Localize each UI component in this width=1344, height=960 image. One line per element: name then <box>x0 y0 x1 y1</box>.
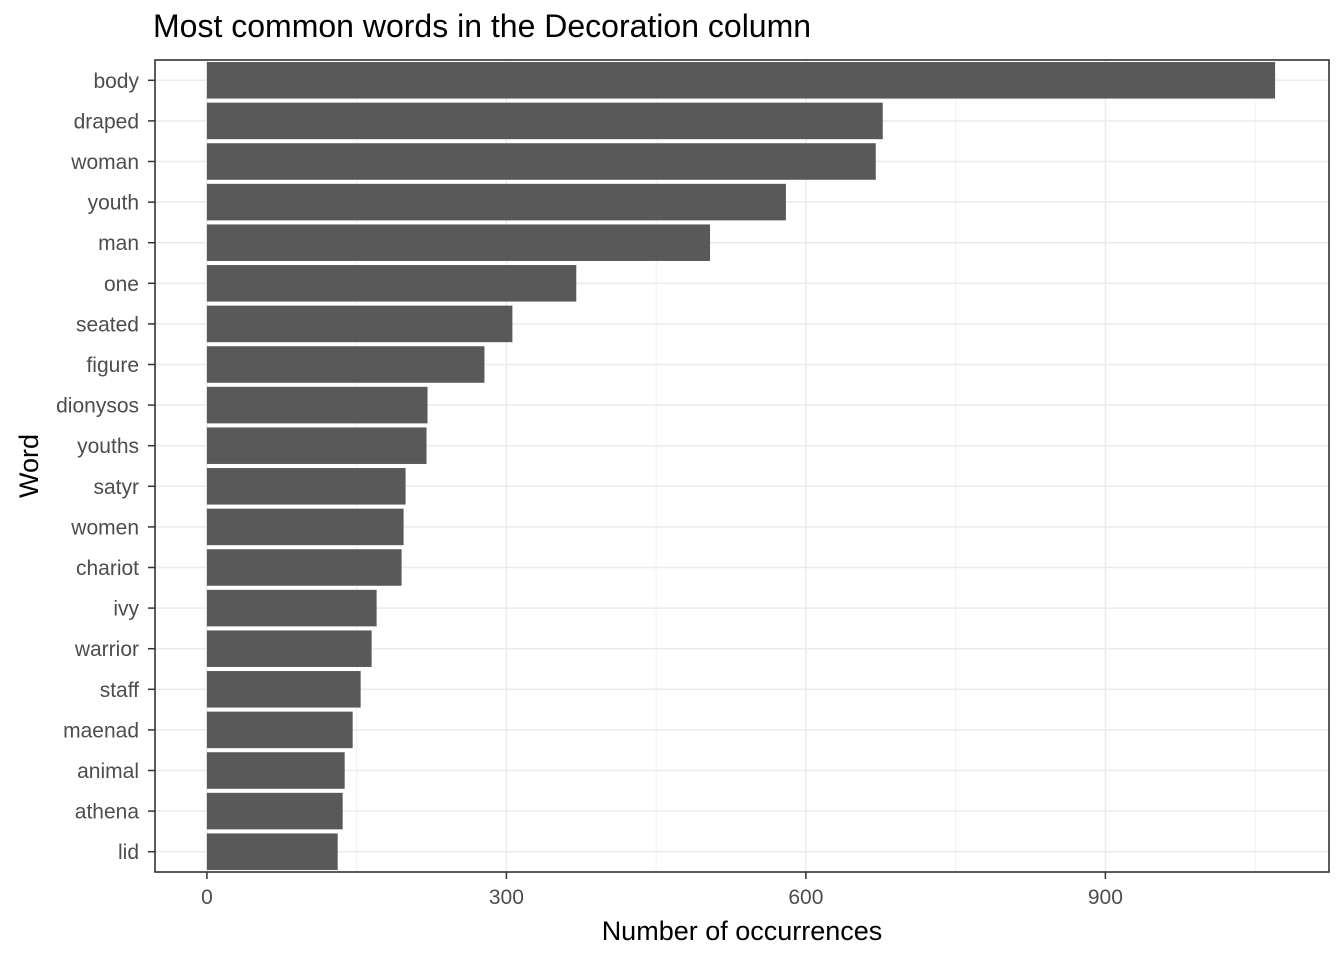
y-axis: body draped woman youth man one seated figure di… <box>56 70 155 864</box>
bar-satyr <box>206 468 406 505</box>
grid <box>155 60 1329 872</box>
y-tick-label-youth: youth <box>88 192 139 215</box>
bar-animal <box>206 752 345 789</box>
bar-warrior <box>206 630 372 667</box>
y-tick-label-animal: animal <box>77 760 139 783</box>
chart-title: Most common words in the Decoration colu… <box>153 8 812 44</box>
x-tick-label: 300 <box>489 886 524 909</box>
bar-ivy <box>206 589 377 627</box>
bar-staff <box>206 671 361 708</box>
x-tick-label: 0 <box>201 886 213 909</box>
bar-youth <box>206 183 786 221</box>
x-axis: 0 300 600 900 <box>201 872 1123 909</box>
x-tick-label: 600 <box>788 886 823 909</box>
y-tick-label-man: man <box>98 232 139 255</box>
bar-man <box>206 224 711 261</box>
y-tick-label-ivy: ivy <box>113 598 139 621</box>
y-tick-label-lid: lid <box>118 841 139 864</box>
y-tick-label-figure: figure <box>86 354 139 377</box>
y-tick-label-maenad: maenad <box>63 719 139 742</box>
y-tick-label-draped: draped <box>74 110 139 133</box>
y-tick-label-body: body <box>93 70 139 93</box>
bar-dionysos <box>206 386 428 424</box>
bar-athena <box>206 792 343 830</box>
bar-youths <box>206 427 427 464</box>
bar-figure <box>206 346 485 383</box>
y-tick-label-athena: athena <box>75 801 140 824</box>
y-tick-label-seated: seated <box>76 313 139 336</box>
y-tick-label-staff: staff <box>100 679 139 702</box>
y-tick-label-chariot: chariot <box>76 557 139 580</box>
y-tick-label-warrior: warrior <box>74 638 139 661</box>
bar-body <box>206 62 1276 99</box>
bar-draped <box>206 102 883 140</box>
bar-chariot <box>206 549 402 586</box>
x-tick-label: 900 <box>1088 886 1123 909</box>
y-tick-label-woman: woman <box>70 151 139 174</box>
y-axis-title: Word <box>14 434 44 498</box>
panel-border <box>154 59 1330 873</box>
bar-one <box>206 265 577 302</box>
y-tick-label-women: women <box>70 516 139 539</box>
bar-woman <box>206 143 876 180</box>
bar-women <box>206 508 404 546</box>
x-axis-title: Number of occurrences <box>602 916 883 946</box>
bars <box>206 62 1276 870</box>
bar-maenad <box>206 711 353 749</box>
bar-lid <box>206 833 338 870</box>
y-tick-label-youths: youths <box>77 435 139 458</box>
bar-seated <box>206 305 513 343</box>
y-tick-label-satyr: satyr <box>93 476 139 499</box>
y-tick-label-one: one <box>104 273 139 296</box>
y-tick-label-dionysos: dionysos <box>56 395 139 418</box>
